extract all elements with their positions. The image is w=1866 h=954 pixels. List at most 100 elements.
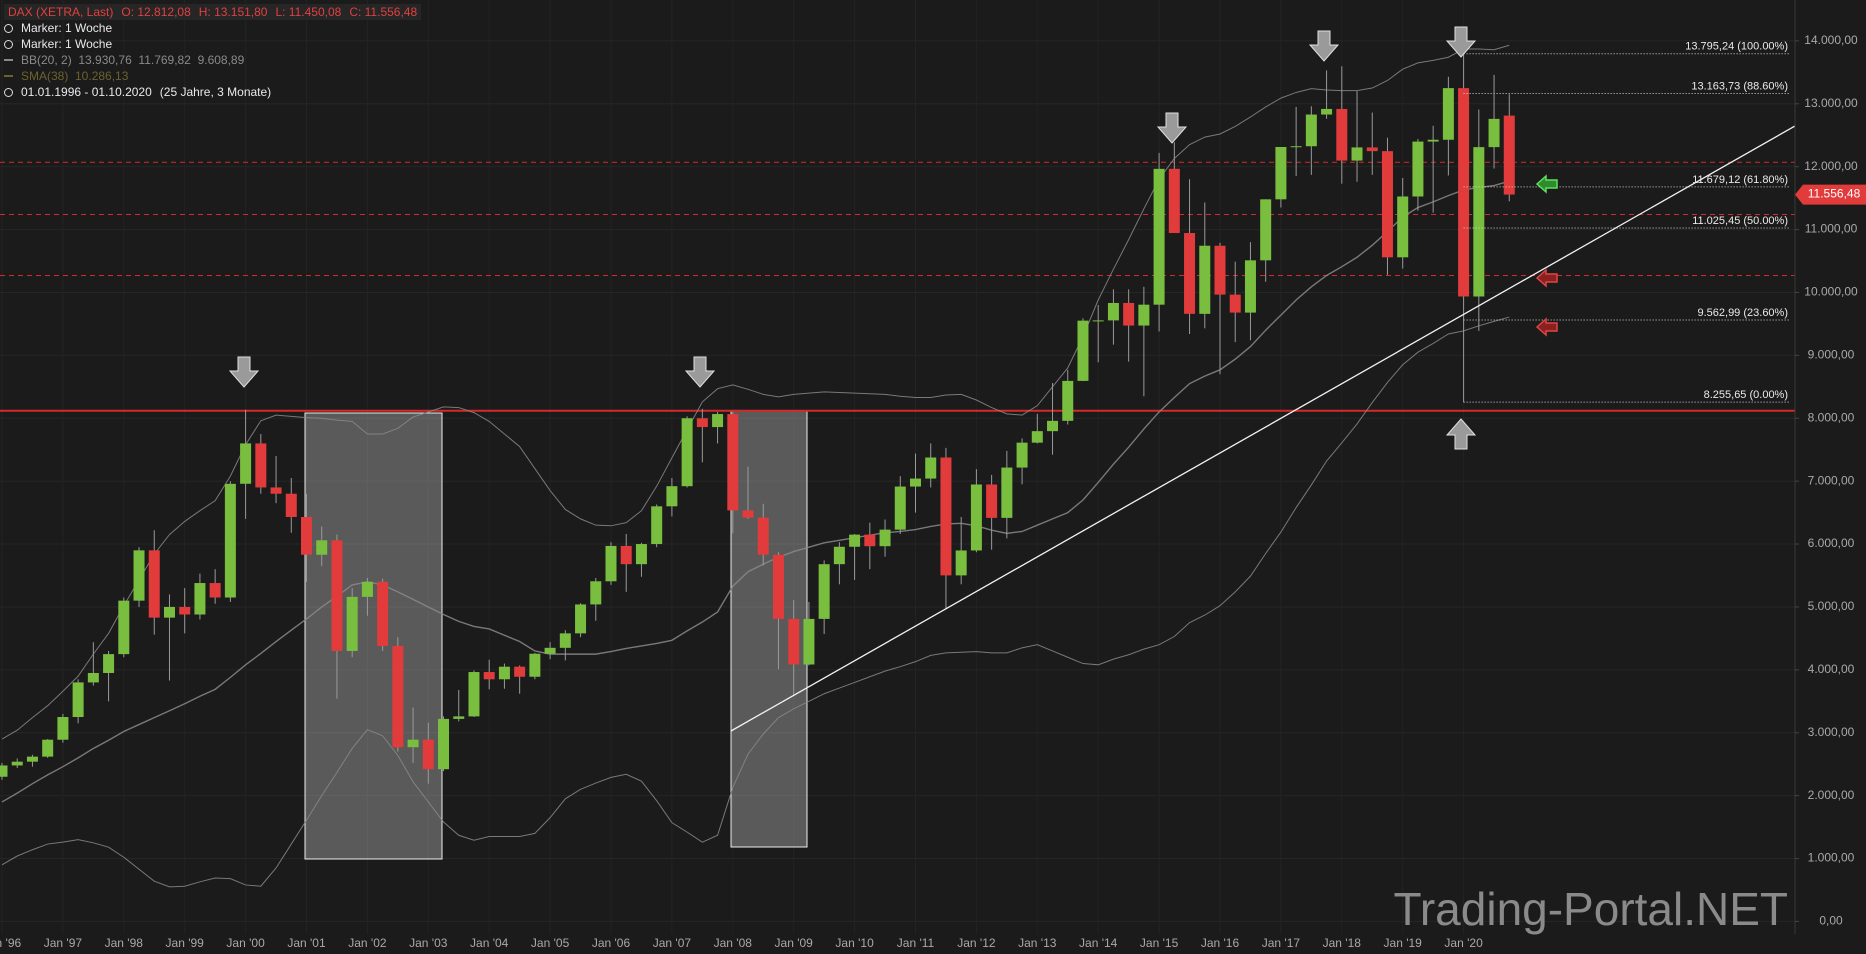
legend-entry: BB(20, 2) 13.930,76 11.769,82 9.608,89 — [21, 53, 245, 67]
candle-body — [316, 540, 328, 555]
arrow-up — [1445, 418, 1477, 450]
candle-body — [788, 618, 800, 665]
candle-body — [1473, 147, 1485, 297]
arrow-left — [1535, 317, 1558, 337]
y-tick-label: 2.000,00 — [1808, 788, 1855, 802]
highlight-boxes — [304, 410, 808, 860]
candle-body — [1488, 118, 1500, 148]
candle-body — [301, 517, 312, 555]
icon — [4, 39, 13, 49]
candle-body — [712, 414, 724, 428]
candle-body — [1107, 302, 1119, 321]
candle-body — [57, 717, 69, 740]
candle-body — [72, 682, 84, 718]
band-upper — [1, 44, 1510, 740]
candle-body — [148, 550, 160, 618]
y-tick-label: 10.000,00 — [1804, 285, 1858, 299]
fib-label: 8.255,65 (0.00%) — [1704, 389, 1788, 401]
candle-body — [1229, 294, 1241, 313]
candle-body — [1153, 168, 1165, 305]
candle-body — [1427, 139, 1439, 142]
candle-body — [0, 765, 8, 777]
arrow-down — [1308, 30, 1340, 62]
candle-body — [194, 583, 206, 615]
arrow-down — [228, 356, 260, 388]
candle-body — [666, 486, 678, 507]
x-tick-label: Jan '20 — [1444, 936, 1483, 950]
band-lower — [1, 316, 1510, 888]
candle-body — [1123, 302, 1135, 326]
candle-body — [833, 546, 845, 565]
candle-body — [955, 550, 967, 576]
quote: O: 12.812,08 — [121, 5, 191, 19]
icon — [4, 23, 13, 33]
candle-body — [224, 483, 236, 598]
range-note: (25 Jahre, 3 Monate) — [159, 85, 272, 99]
date-range: 01.01.1996 - 01.10.2020 — [21, 85, 152, 99]
candle-body — [818, 564, 830, 619]
candle-body — [986, 484, 998, 518]
candle-body — [1397, 196, 1409, 258]
x-tick-label: Jan '01 — [287, 936, 326, 950]
candle-body — [696, 418, 708, 428]
arrow-down — [684, 356, 716, 388]
quote-row: DAX (XETRA, Last) O: 12.812,08 H: 13.151… — [4, 4, 422, 20]
candle-body — [1412, 141, 1424, 197]
candle-body — [361, 581, 373, 597]
price-tag-label: 11.556,48 — [1808, 187, 1861, 201]
fib-label: 13.795,24 (100.00%) — [1685, 41, 1788, 53]
candle-body — [483, 672, 495, 680]
header: DAX (XETRA, Last) O: 12.812,08 H: 13.151… — [4, 4, 422, 100]
candle-body — [925, 457, 937, 479]
x-tick-label: Jan '07 — [653, 936, 692, 950]
candle-body — [1047, 420, 1059, 432]
candle-body — [940, 457, 952, 576]
candle-body — [377, 581, 389, 646]
quote: L: 11.450,08 — [275, 5, 342, 19]
legend-row: BB(20, 2) 13.930,76 11.769,82 9.608,89 — [4, 52, 421, 68]
axes: 0,00 1.000,00 2.000,00 3.000,00 4.000,00 5.00… — [0, 33, 1866, 950]
candle-body — [559, 633, 571, 648]
candles — [0, 53, 1515, 784]
candle-body — [42, 739, 54, 757]
candle-body — [1442, 88, 1454, 140]
highlight-box — [304, 412, 443, 860]
candle-body — [742, 510, 754, 518]
candle-body — [651, 506, 663, 545]
icon — [4, 75, 13, 77]
candle-body — [970, 484, 982, 551]
x-tick-label: Jan '99 — [166, 936, 205, 950]
candle-body — [240, 443, 252, 484]
trend-line — [730, 125, 1796, 732]
x-tick-label: Jan '16 — [1201, 936, 1240, 950]
candle-body — [1214, 245, 1226, 295]
legend-row: SMA(38) 10.286,13 — [4, 68, 421, 84]
watermark: Trading-Portal.NET — [1393, 883, 1788, 935]
candle-body — [1092, 320, 1104, 322]
candle-body — [87, 672, 99, 683]
y-tick-label: 7.000,00 — [1808, 473, 1855, 487]
candle-body — [331, 540, 343, 651]
candle-body — [103, 654, 115, 673]
candle-body — [514, 666, 526, 677]
y-tick-label: 13.000,00 — [1804, 96, 1858, 110]
candle-body — [11, 761, 23, 766]
icon — [4, 87, 13, 97]
y-tick-label: 4.000,00 — [1808, 662, 1855, 676]
legend-row: Marker: 1 Woche — [4, 36, 421, 52]
candle-body — [590, 581, 602, 605]
x-tick-label: Jan '03 — [409, 936, 448, 950]
candle-body — [453, 716, 465, 719]
fibonacci: 13.795,24 (100.00%) 13.163,73 (88.60%) 11.… — [1463, 41, 1790, 403]
x-tick-label: Jan '06 — [592, 936, 631, 950]
candle-body — [1016, 442, 1028, 468]
arrow-left — [1535, 174, 1558, 194]
arrow-left — [1535, 268, 1558, 288]
candle-body — [209, 583, 221, 598]
legend-entry: Marker: 1 Woche — [21, 37, 113, 51]
grid — [0, 40, 1795, 922]
candle-body — [422, 739, 434, 770]
legend-entry: SMA(38) 10.286,13 — [21, 69, 129, 83]
y-tick-label: 8.000,00 — [1808, 410, 1855, 424]
